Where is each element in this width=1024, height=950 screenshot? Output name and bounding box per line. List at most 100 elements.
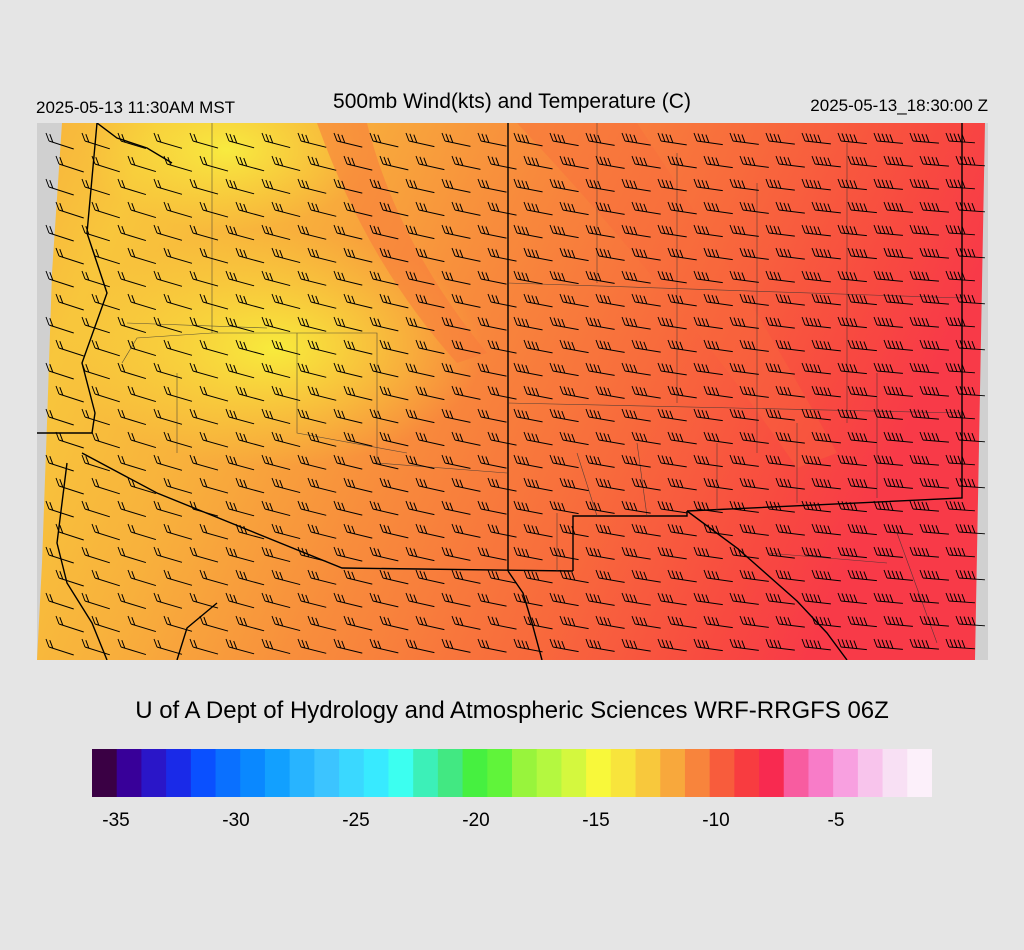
wind-barb xyxy=(945,638,975,650)
wind-barb xyxy=(81,132,110,150)
wind-barb xyxy=(801,132,831,145)
valid-time-utc: 2025-05-13_18:30:00 Z xyxy=(810,96,988,115)
colorbar-tick-label: -35 xyxy=(102,810,130,831)
wind-barb xyxy=(909,270,939,282)
colorbar-swatch xyxy=(116,749,143,797)
wind-barb xyxy=(343,247,373,263)
wind-barb xyxy=(729,270,759,283)
wind-barb xyxy=(333,178,363,194)
wind-barb xyxy=(369,362,399,378)
wind-barb xyxy=(451,155,481,170)
colorbar-swatch xyxy=(709,749,735,797)
wind-barb xyxy=(487,615,517,630)
wind-barb xyxy=(379,615,409,631)
warm-band xyxy=(317,123,487,363)
wind-barb xyxy=(801,500,831,513)
county-borders xyxy=(121,123,963,644)
wind-barb xyxy=(595,339,625,353)
colorbar-swatch xyxy=(314,749,340,797)
wind-barb xyxy=(379,155,409,171)
temperature-wind-map xyxy=(37,123,988,660)
wind-barb xyxy=(559,339,589,354)
wind-barb xyxy=(117,592,147,610)
wind-barb xyxy=(873,592,903,604)
wind-barb xyxy=(883,155,913,167)
wind-barb xyxy=(549,316,579,331)
wind-barb xyxy=(261,316,291,333)
wind-barb xyxy=(163,615,193,632)
wind-barb xyxy=(621,638,651,652)
wind-barb xyxy=(523,431,553,446)
wind-barb xyxy=(415,385,445,401)
wind-barb xyxy=(585,270,615,284)
wind-barb xyxy=(873,454,903,466)
wind-barb xyxy=(945,178,975,190)
wind-barb xyxy=(91,615,120,633)
wind-barb xyxy=(631,569,661,583)
wind-barb xyxy=(559,431,589,446)
wind-barb xyxy=(703,569,733,583)
wind-barb xyxy=(199,569,229,586)
wind-barb xyxy=(153,178,183,195)
wind-barb xyxy=(621,132,651,146)
wind-barb xyxy=(775,431,805,444)
wind-barb xyxy=(55,569,84,587)
wind-barb xyxy=(693,224,723,238)
wind-barb xyxy=(379,523,409,539)
wind-barb xyxy=(631,385,661,399)
wind-barb xyxy=(657,592,687,606)
wind-barb xyxy=(45,178,74,196)
wind-barb xyxy=(307,569,337,585)
colorbar-swatch xyxy=(240,749,266,797)
wind-barb xyxy=(261,362,291,379)
wind-barb xyxy=(621,546,651,560)
wind-barb xyxy=(261,592,291,609)
wind-barb xyxy=(523,477,553,492)
wind-barb xyxy=(441,454,471,469)
wind-barb xyxy=(477,454,507,469)
wind-barb xyxy=(225,362,255,379)
wind-barb xyxy=(847,247,877,260)
wind-barb xyxy=(595,615,625,629)
wind-barb xyxy=(307,385,337,401)
wind-barb xyxy=(801,454,831,467)
wind-barb xyxy=(801,546,831,559)
wind-barb xyxy=(909,500,939,512)
wind-barb xyxy=(163,385,193,402)
wind-barb xyxy=(667,615,697,629)
wind-barb xyxy=(477,224,507,239)
colorbar-swatch xyxy=(92,749,118,797)
wind-barb xyxy=(55,477,84,495)
wind-barb xyxy=(343,155,373,171)
wind-barb xyxy=(739,431,769,444)
colorbar-swatch xyxy=(190,749,217,797)
wind-barb xyxy=(369,592,399,608)
wind-barb xyxy=(631,155,661,169)
wind-barb xyxy=(333,224,363,240)
wind-barb xyxy=(271,569,301,586)
colorbar-swatch xyxy=(586,749,612,797)
wind-barb xyxy=(451,247,481,262)
colorbar-swatch xyxy=(289,749,315,797)
wind-barb xyxy=(837,638,867,651)
wind-barb xyxy=(919,293,949,305)
wind-barb xyxy=(883,569,913,581)
wind-barb xyxy=(81,500,110,518)
wind-barb xyxy=(729,638,759,651)
wind-barb xyxy=(585,362,615,376)
wind-barb xyxy=(415,431,445,447)
wind-barb xyxy=(775,155,805,168)
wind-barb xyxy=(163,431,193,448)
wind-barb xyxy=(225,500,255,517)
wind-barb xyxy=(523,523,553,538)
wind-barb xyxy=(117,132,147,150)
wind-barb xyxy=(909,224,939,236)
wind-barb xyxy=(955,155,985,167)
wind-barb xyxy=(45,546,74,564)
wind-barb xyxy=(549,500,579,515)
wind-barb xyxy=(405,500,435,516)
wind-barb xyxy=(919,523,949,535)
wind-barb xyxy=(379,431,409,447)
wind-barb xyxy=(909,454,939,466)
wind-barb xyxy=(873,408,903,420)
